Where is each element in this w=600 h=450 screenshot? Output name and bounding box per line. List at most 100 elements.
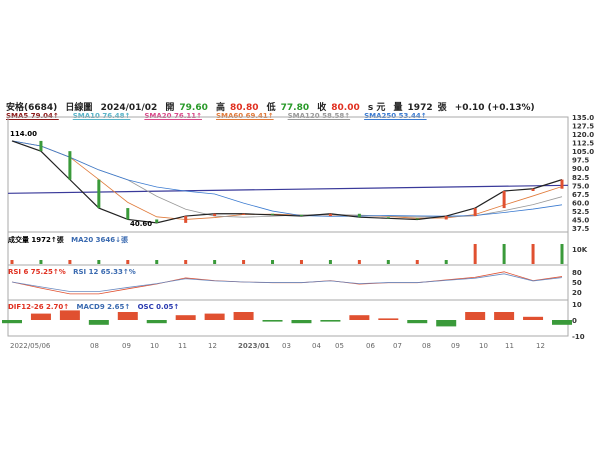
candle: [299, 214, 303, 217]
price-tick: 75.0: [572, 182, 589, 190]
ma-legend-item: SMA60 69.41↑: [216, 112, 274, 120]
candle: [531, 188, 535, 191]
price-tick: 120.0: [572, 131, 594, 139]
osc-bar: [494, 312, 515, 320]
volume-bar: [68, 260, 72, 264]
rsi-tick: 50: [572, 279, 582, 287]
volume-bar: [155, 260, 159, 264]
volume-bar: [473, 244, 477, 264]
volume-label: 成交量 1972↑張: [8, 236, 64, 244]
volume-bar: [560, 244, 564, 264]
dif: DIF12-26 2.70↑: [8, 303, 70, 311]
low-label: 低: [266, 103, 276, 113]
price-tick: 67.5: [572, 191, 589, 199]
rsi12-line: [11, 273, 563, 292]
osc-bar: [175, 315, 196, 320]
price-tick: 37.5: [572, 225, 589, 233]
osc-bar: [465, 312, 486, 320]
rsi-tick: 80: [572, 269, 582, 277]
macd-tick: 0: [572, 317, 577, 325]
high-label: 高: [216, 103, 226, 113]
candle: [213, 213, 217, 217]
osc-bar: [320, 320, 341, 322]
volume-bar: [184, 260, 188, 264]
price-tick: 90.0: [572, 165, 589, 173]
osc-bar: [117, 312, 138, 320]
ma-legend-item: SMA5 79.04↑: [6, 112, 59, 120]
volume-bar: [502, 244, 506, 264]
candle: [97, 179, 101, 209]
panel-frame: [7, 299, 569, 337]
candle: [502, 191, 506, 209]
osc-bar: [88, 320, 109, 325]
volume-bar: [415, 260, 419, 264]
ma-legend-item: SMA250 53.44↑: [364, 112, 427, 120]
volume-bar: [444, 260, 448, 264]
ma-legend-item: SMA120 58.58↑: [287, 112, 351, 120]
volume-bar: [531, 244, 535, 264]
x-tick: 09: [451, 342, 460, 350]
close-label: 收: [317, 103, 327, 113]
price-tick: 105.0: [572, 148, 594, 156]
osc-bar: [204, 313, 225, 320]
rsi6: RSI 6 75.25↑%: [8, 268, 66, 276]
x-tick: 2023/01: [238, 342, 270, 350]
macd-tick: 10: [572, 301, 582, 309]
ma-legend-item: SMA20 76.11↑: [144, 112, 202, 120]
rsi-legend: RSI 6 75.25↑% RSI 12 65.33↑%: [8, 268, 136, 276]
volume-bar: [126, 260, 130, 264]
candle: [184, 216, 188, 223]
osc-bar: [291, 320, 312, 324]
x-tick: 05: [335, 342, 344, 350]
volume-bar: [97, 260, 101, 264]
candle: [473, 208, 477, 217]
x-tick: 10: [150, 342, 159, 350]
volume-value: 1972: [407, 103, 433, 113]
x-tick: 12: [208, 342, 217, 350]
x-tick: 11: [505, 342, 514, 350]
open-label: 開: [165, 103, 175, 113]
ma-legend: SMA5 79.04↑ SMA10 76.48↑ SMA20 76.11↑ SMA60…: [6, 112, 441, 120]
osc-bar: [146, 320, 167, 324]
candle: [328, 213, 332, 217]
candle: [68, 151, 72, 180]
close-value: 80.00: [331, 103, 360, 113]
x-tick: 09: [122, 342, 131, 350]
osc-bar: [349, 315, 370, 320]
candle: [415, 218, 419, 220]
x-tick: 2022/05/06: [10, 342, 51, 350]
candle: [386, 217, 390, 219]
close-line: [11, 140, 563, 224]
price-tick: 60.0: [572, 199, 589, 207]
change: +0.10 (+0.13%): [454, 103, 535, 113]
rsi-tick: 20: [572, 289, 582, 297]
ma-line: [11, 140, 563, 217]
open-value: 79.60: [179, 103, 208, 113]
osc-bar: [378, 318, 399, 320]
volume-bar: [213, 260, 217, 264]
candle: [444, 216, 448, 220]
osc-bar: [436, 320, 457, 327]
osc-bar: [552, 320, 572, 325]
macd-legend: DIF12-26 2.70↑ MACD9 2.65↑ OSC 0.05↑: [8, 303, 179, 311]
macd-tick: -10: [572, 333, 585, 341]
candle: [39, 140, 43, 152]
volume-bar: [386, 260, 390, 264]
price-tick: 135.0: [572, 114, 594, 122]
osc-bar: [523, 316, 544, 320]
x-tick: 08: [422, 342, 431, 350]
volume-ma: MA20 3646↓張: [71, 236, 129, 244]
candle: [357, 213, 361, 218]
x-tick: 07: [393, 342, 402, 350]
volume-label: 量: [393, 103, 403, 113]
volume-bar: [299, 260, 303, 264]
x-tick: 11: [178, 342, 187, 350]
volume-bar: [328, 260, 332, 264]
osc-bar: [262, 320, 283, 322]
ma-line: [11, 140, 563, 220]
x-tick: 10: [479, 342, 488, 350]
stock-name: 安格(6684): [6, 103, 58, 113]
period[interactable]: 日線圖: [65, 103, 93, 113]
osc-bar: [233, 312, 254, 320]
